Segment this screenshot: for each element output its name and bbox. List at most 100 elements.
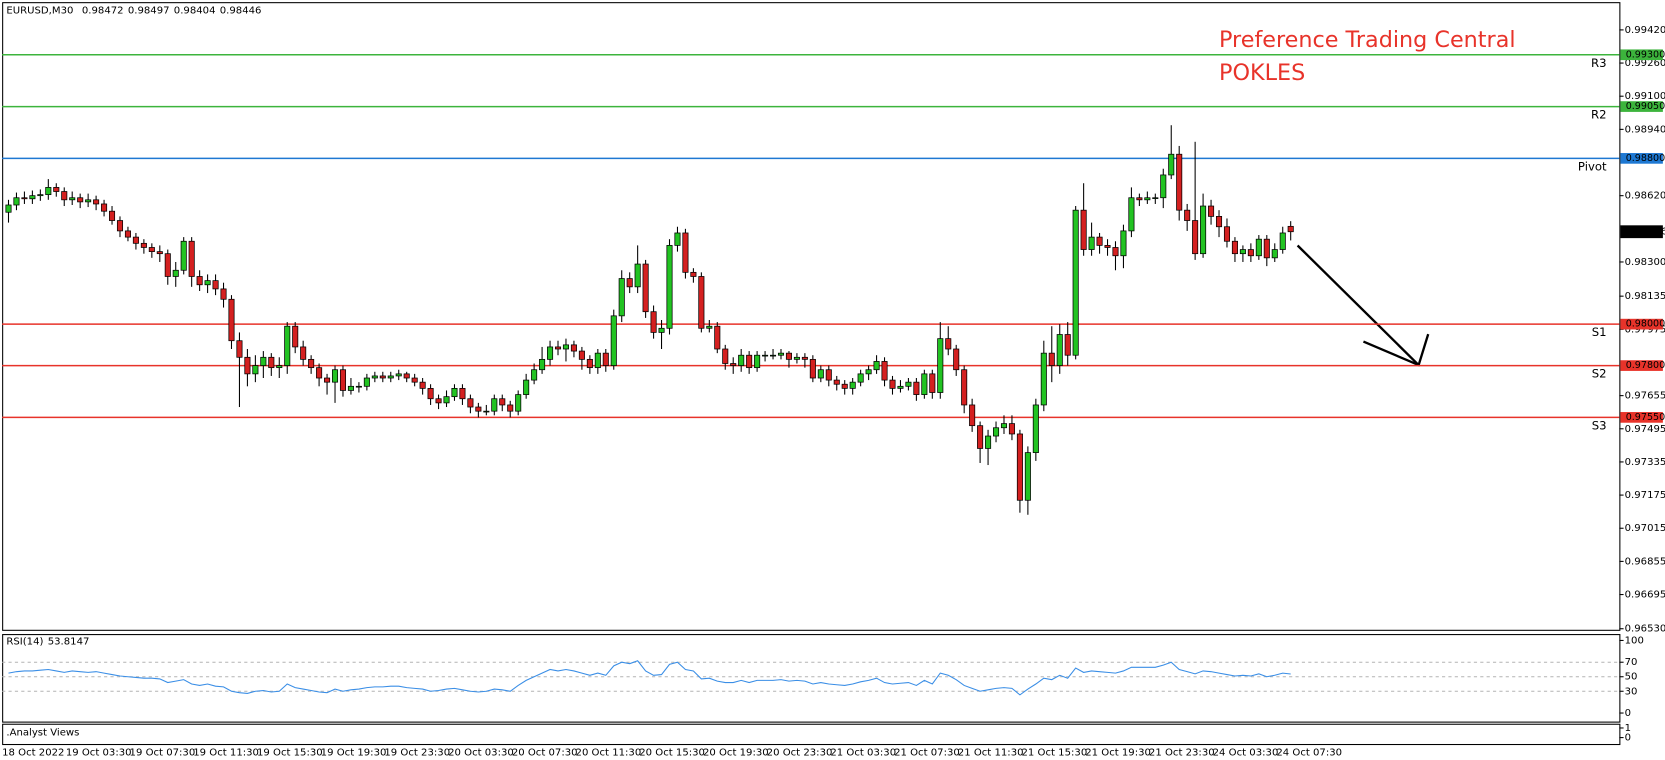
candle-body: [1040, 352, 1047, 406]
candle-body: [817, 369, 824, 379]
candle-body: [467, 398, 474, 408]
candle-body: [785, 352, 792, 360]
y-tick-label: 0.98300: [1625, 257, 1665, 268]
candle-body: [578, 350, 585, 360]
candle-body: [77, 197, 84, 203]
level-price-label: 0.97550: [1626, 412, 1665, 423]
candle-body: [746, 354, 753, 369]
candle-body: [857, 373, 864, 383]
candle-body: [491, 398, 498, 412]
candle-body: [777, 352, 785, 356]
rsi-line: [8, 660, 1291, 696]
candle-body: [833, 379, 840, 385]
candle-body: [395, 373, 402, 377]
candle-body: [427, 388, 434, 400]
candle-body: [1160, 174, 1167, 199]
candle-body: [164, 253, 171, 277]
level-price-box: [1620, 49, 1663, 61]
candle-body: [276, 365, 283, 369]
level-price-box: [1620, 318, 1663, 330]
level-price-label: 0.99300: [1626, 49, 1665, 60]
y-tick-label: 0.97175: [1625, 490, 1665, 501]
candle-body: [1144, 197, 1151, 201]
candle-body: [1152, 197, 1159, 199]
candle-body: [1096, 236, 1103, 246]
candle-body: [347, 385, 354, 391]
candle-body: [594, 352, 601, 369]
y-tick-label: 70: [1625, 657, 1638, 668]
candle-body: [1080, 209, 1087, 250]
candle-body: [889, 379, 896, 389]
candle-body: [849, 381, 856, 389]
x-tick-label: 21 Oct 03:30: [830, 748, 896, 759]
candle-body: [1184, 209, 1191, 221]
candle-body: [284, 325, 291, 366]
candle-body: [196, 276, 203, 286]
candle-body: [1088, 236, 1095, 250]
candle-body: [1279, 232, 1286, 250]
x-tick-label: 19 Oct 03:30: [66, 748, 132, 759]
level-name: R2: [1591, 108, 1607, 122]
candle-body: [228, 298, 235, 342]
candle-body: [977, 425, 984, 449]
x-tick-label: 20 Oct 11:30: [576, 748, 642, 759]
candle-body: [483, 410, 490, 413]
candle-body: [324, 377, 331, 383]
candle-body: [897, 385, 904, 389]
candle-body: [316, 367, 323, 379]
level-price-label: 0.98000: [1626, 319, 1665, 330]
y-tick-label: 0.97335: [1625, 457, 1665, 468]
candle-body: [985, 435, 992, 449]
candle-body: [443, 396, 450, 404]
level-price-label: 0.99050: [1626, 101, 1665, 112]
candle-body: [180, 240, 187, 271]
candle-body: [738, 354, 745, 366]
candle-body: [419, 381, 426, 389]
candle-body: [1048, 352, 1055, 366]
candle-body: [626, 278, 633, 288]
candle-body: [116, 220, 124, 232]
level-name: Pivot: [1578, 159, 1607, 173]
y-tick-label: 0.99260: [1625, 58, 1665, 69]
candle-body: [1008, 423, 1015, 435]
candle-body: [124, 230, 131, 238]
candle-body: [308, 358, 315, 369]
x-tick-label: 19 Oct 23:30: [384, 748, 450, 759]
high-price: 0.98497: [128, 6, 170, 17]
candle-body: [554, 346, 562, 350]
candle-body: [762, 354, 769, 357]
y-tick-label: 0.98940: [1625, 124, 1665, 135]
candle-body: [730, 363, 737, 366]
candle-body: [993, 427, 1000, 437]
candle-body: [610, 315, 617, 366]
candle-body: [1223, 226, 1231, 242]
level-price-label: 0.97800: [1626, 360, 1665, 371]
candle-body: [618, 278, 625, 317]
y-tick-label: 0.97495: [1625, 424, 1665, 435]
candle-body: [220, 288, 227, 300]
candle-body: [236, 340, 243, 358]
candle-body: [507, 404, 514, 412]
candle-body: [873, 361, 880, 371]
rsi-panel-frame: [2, 634, 1621, 723]
candle-body: [1231, 240, 1238, 255]
candle-body: [722, 348, 729, 364]
candle-body: [515, 394, 522, 412]
candle-body: [1032, 404, 1039, 453]
rsi-current: 53.8147: [48, 637, 90, 648]
y-tick-label: 0.97655: [1625, 391, 1665, 402]
candle-body: [499, 398, 506, 406]
current-price-label: 0.98446: [1626, 227, 1665, 238]
y-tick-label: 0.99420: [1625, 25, 1665, 36]
candle-body: [1064, 334, 1071, 356]
candle-body: [435, 398, 442, 404]
candle-body: [642, 263, 649, 313]
candle-body: [148, 247, 155, 252]
candle-body: [1112, 247, 1119, 257]
x-tick-label: 21 Oct 19:30: [1085, 748, 1151, 759]
candle-body: [793, 356, 800, 360]
rsi-header: RSI(14) 53.8147: [6, 637, 89, 648]
symbol-header: EURUSD,M30 0.98472 0.98497 0.98404 0.98446: [6, 6, 261, 17]
